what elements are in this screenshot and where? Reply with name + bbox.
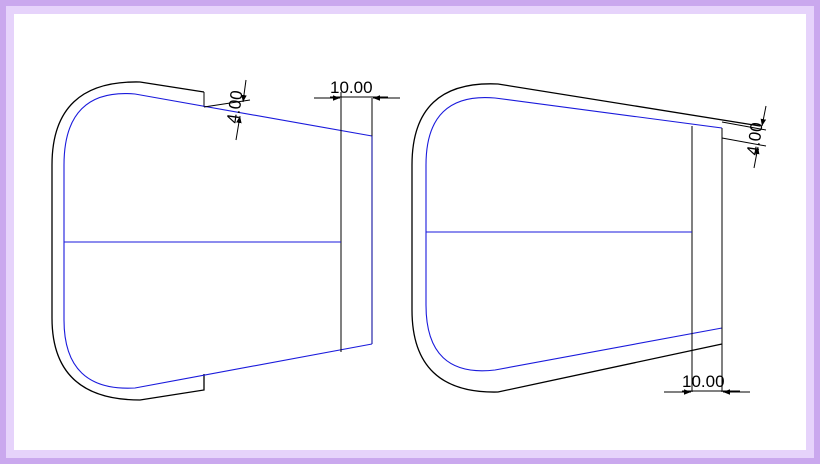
right-view: 4.00 10.00 <box>411 83 767 395</box>
left-dim-4-arrow-bottom <box>235 115 242 141</box>
left-dim-4-ext <box>203 99 251 108</box>
right-inner-contour <box>425 96 723 372</box>
right-dim-offset-label: 4.00 <box>743 121 766 156</box>
right-dim-extension-label: 10.00 <box>682 372 725 391</box>
right-dim-4-ext-top <box>721 121 767 131</box>
left-view: 10.00 4.00 <box>51 78 400 401</box>
left-dim-offset-label: 4.00 <box>223 89 246 124</box>
left-dim-4-arrow-top <box>241 79 247 103</box>
left-dim-extension-label: 10.00 <box>330 78 373 97</box>
left-inner-contour <box>63 93 373 389</box>
left-outer-contour <box>51 81 205 401</box>
right-dim-4-arrow-bottom <box>753 146 760 169</box>
right-outer-contour <box>411 83 761 393</box>
right-dim-4-arrow-top <box>760 105 767 127</box>
right-dim-4-ext-bottom <box>721 137 767 147</box>
